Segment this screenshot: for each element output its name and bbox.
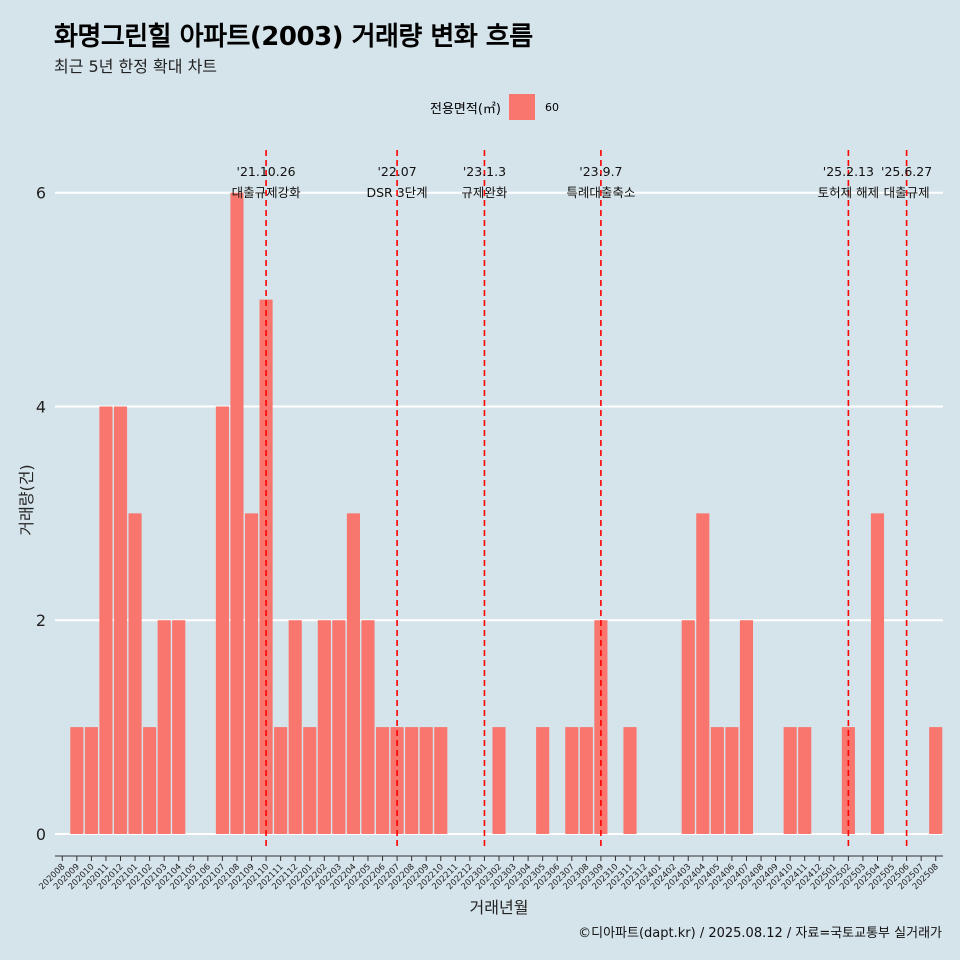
bar [172, 620, 186, 834]
y-tick-label: 0 [36, 825, 46, 844]
event-date-label: '21.10.26 [237, 164, 296, 179]
bar [128, 513, 142, 834]
legend: 전용면적(㎡) 60 [430, 94, 559, 120]
bar [375, 727, 390, 834]
bar [434, 727, 448, 834]
event-date-label: '25.2.13 [823, 164, 874, 179]
bar [244, 513, 259, 834]
bar [419, 727, 433, 834]
event-name-label: 토허제 해제 [818, 185, 879, 200]
event-date-label: '25.6.27 [881, 164, 932, 179]
x-axis-title: 거래년월 [470, 898, 529, 917]
bar [361, 620, 375, 834]
bar [579, 727, 593, 834]
event-name-label: 대출규제 [884, 185, 930, 200]
bar [623, 727, 637, 834]
event-name-label: 규제완화 [461, 185, 508, 200]
chart-title: 화명그린힐 아파트(2003) 거래량 변화 흐름 [54, 22, 533, 52]
bar [288, 620, 302, 834]
chart-subtitle: 최근 5년 한정 확대 차트 [54, 57, 218, 76]
y-axis-title: 거래량(건) [17, 464, 36, 535]
event-date-label: '23.9.7 [579, 164, 622, 179]
bar [710, 727, 724, 834]
bar [594, 620, 608, 834]
bar [230, 192, 244, 834]
event-name-label: 대출규제강화 [232, 185, 302, 200]
bar [215, 406, 229, 834]
legend-swatch [508, 94, 535, 120]
event-name-label: 특례대출축소 [566, 185, 635, 200]
bar [536, 727, 550, 834]
bar [274, 727, 288, 834]
y-tick-label: 4 [36, 397, 46, 416]
bar [346, 513, 360, 834]
bar [303, 727, 317, 834]
bar [99, 406, 113, 834]
event-name-label: DSR 3단계 [367, 185, 428, 200]
bar [332, 620, 346, 834]
bar [739, 620, 754, 834]
bar [492, 727, 506, 834]
legend-label: 60 [544, 100, 559, 114]
legend-title: 전용면적(㎡) [430, 101, 501, 117]
bar [929, 727, 943, 834]
bar [696, 513, 710, 834]
bar [143, 727, 157, 834]
bar [317, 620, 331, 834]
bar [113, 406, 128, 834]
bar [681, 620, 695, 834]
bar [259, 299, 273, 834]
bar [870, 513, 885, 834]
event-date-label: '22.07 [377, 164, 416, 179]
source-caption: ©디아파트(dapt.kr) / 2025.08.12 / 자료=국토교통부 실… [578, 926, 942, 941]
bar [84, 727, 98, 834]
bar [783, 727, 797, 834]
y-tick-label: 6 [36, 184, 46, 203]
bar [405, 727, 419, 834]
bar [70, 727, 84, 834]
bar [565, 727, 579, 834]
bar [157, 620, 171, 834]
bar [725, 727, 739, 834]
bar [798, 727, 812, 834]
event-date-label: '23.1.3 [463, 164, 506, 179]
y-tick-label: 2 [36, 611, 46, 630]
